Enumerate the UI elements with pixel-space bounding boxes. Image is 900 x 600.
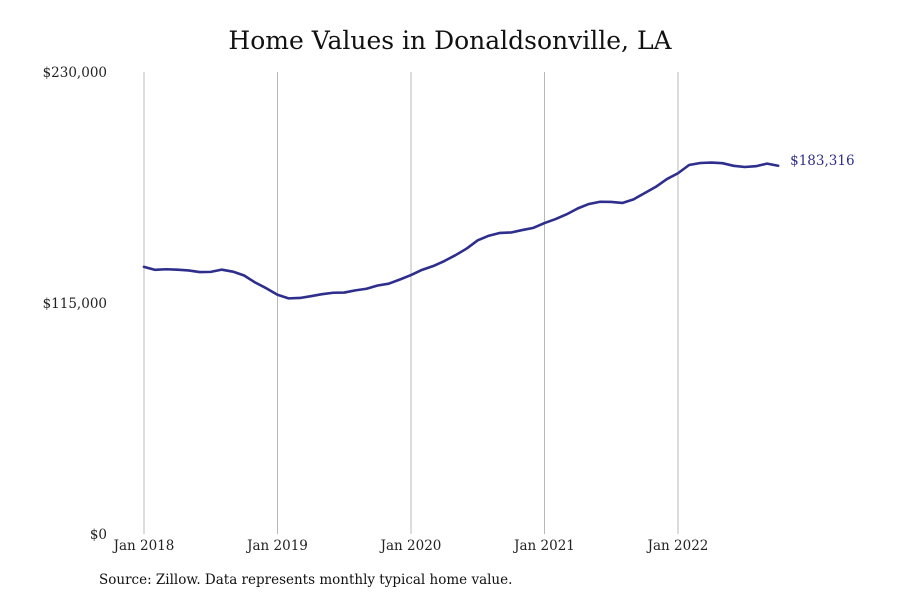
home-value-line — [142, 161, 780, 300]
y-tick-label: $230,000 — [43, 65, 107, 81]
y-tick-label: $115,000 — [43, 296, 107, 312]
x-tick-label: Jan 2022 — [646, 538, 709, 554]
chart-title: Home Values in Donaldsonville, LA — [228, 26, 672, 55]
x-tick-label: Jan 2018 — [112, 538, 175, 554]
x-axis-ticks: Jan 2018 Jan 2019 Jan 2020 Jan 2021 Jan 2022 — [112, 538, 709, 554]
last-value-label: $183,316 — [790, 153, 854, 169]
x-tick-label: Jan 2020 — [379, 538, 442, 554]
x-tick-label: Jan 2021 — [512, 538, 575, 554]
y-axis-ticks: $230,000 $115,000 $0 — [43, 65, 107, 543]
x-tick-label: Jan 2019 — [245, 538, 308, 554]
gridlines — [143, 72, 679, 534]
source-note: Source: Zillow. Data represents monthly … — [99, 572, 513, 588]
y-tick-label: $0 — [90, 527, 107, 543]
